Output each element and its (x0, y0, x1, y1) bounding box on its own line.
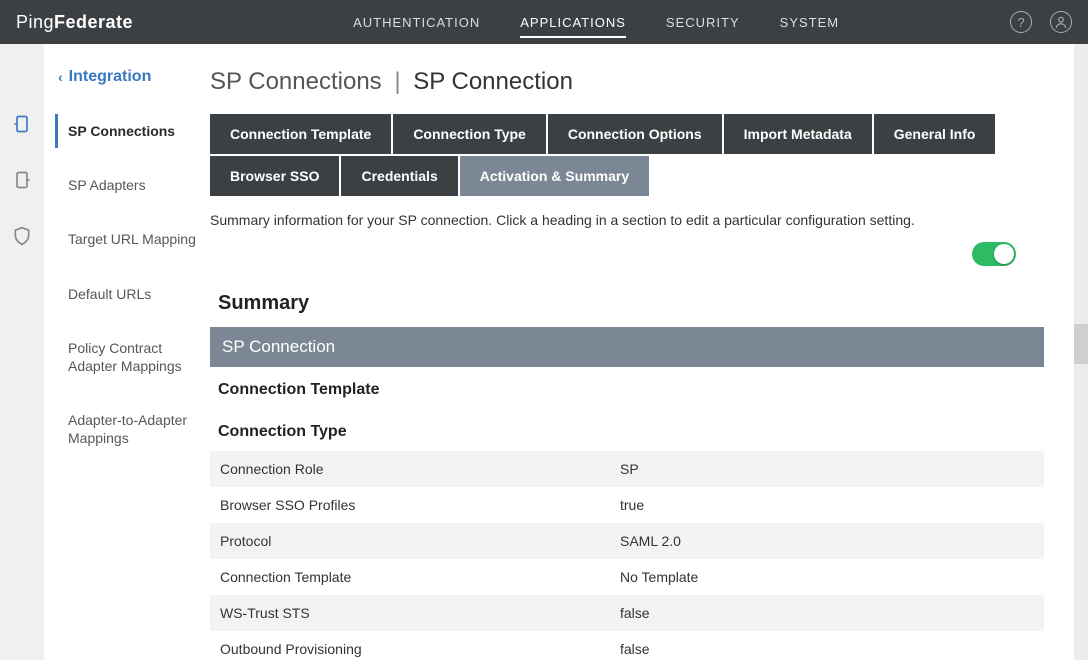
breadcrumb-parent: SP Connections (210, 68, 382, 95)
kv-key: Protocol (220, 533, 620, 549)
kv-key: Connection Template (220, 569, 620, 585)
topbar-icons: ? (1010, 11, 1072, 33)
user-avatar-icon[interactable] (1050, 11, 1072, 33)
tab-activation-summary[interactable]: Activation & Summary (460, 156, 649, 196)
sidebar: ‹ Integration SP Connections SP Adapters… (44, 44, 204, 660)
summary-band-sp-connection: SP Connection (210, 327, 1044, 367)
summary-heading: Summary (210, 280, 1044, 327)
brand-logo: PingFederate (16, 12, 133, 33)
summary-section-connection-template[interactable]: Connection Template (210, 367, 1044, 409)
kv-row-conn-template: Connection Template No Template (210, 559, 1044, 595)
sidebar-item-target-url-mapping[interactable]: Target URL Mapping (58, 222, 204, 256)
main: ‹ Integration SP Connections SP Adapters… (0, 44, 1088, 660)
nav-security[interactable]: SECURITY (646, 0, 760, 44)
kv-value: false (620, 641, 1034, 657)
summary-section-connection-type[interactable]: Connection Type (210, 409, 1044, 451)
kv-row-connection-role: Connection Role SP (210, 451, 1044, 487)
kv-value: true (620, 497, 1034, 513)
nav-system[interactable]: SYSTEM (760, 0, 859, 44)
kv-row-outbound-provisioning: Outbound Provisioning false (210, 631, 1044, 660)
chevron-left-icon: ‹ (58, 69, 63, 85)
tab-connection-template[interactable]: Connection Template (210, 114, 391, 154)
rail-adapters-icon[interactable] (12, 170, 32, 190)
kv-row-protocol: Protocol SAML 2.0 (210, 523, 1044, 559)
rail-sp-connections-icon[interactable] (12, 114, 32, 134)
brand-suffix: Federate (54, 12, 133, 32)
sidebar-item-default-urls[interactable]: Default URLs (58, 277, 204, 311)
tab-connection-options[interactable]: Connection Options (548, 114, 722, 154)
brand-prefix: Ping (16, 12, 54, 32)
kv-row-browser-sso-profiles: Browser SSO Profiles true (210, 487, 1044, 523)
rail-shield-icon[interactable] (12, 226, 32, 246)
kv-value: false (620, 605, 1034, 621)
tab-general-info[interactable]: General Info (874, 114, 996, 154)
sidebar-item-sp-adapters[interactable]: SP Adapters (58, 168, 204, 202)
tab-connection-type[interactable]: Connection Type (393, 114, 546, 154)
activation-toggle[interactable] (972, 242, 1016, 266)
tab-browser-sso[interactable]: Browser SSO (210, 156, 339, 196)
page-title: SP Connections | SP Connection (210, 68, 1044, 96)
scrollbar-track[interactable] (1074, 44, 1088, 660)
kv-value: No Template (620, 569, 1034, 585)
topbar: PingFederate AUTHENTICATION APPLICATIONS… (0, 0, 1088, 44)
tab-import-metadata[interactable]: Import Metadata (724, 114, 872, 154)
kv-value: SAML 2.0 (620, 533, 1034, 549)
kv-row-ws-trust: WS-Trust STS false (210, 595, 1044, 631)
back-label: Integration (69, 68, 152, 86)
breadcrumb-separator: | (388, 68, 406, 95)
sidebar-item-adapter-to-adapter[interactable]: Adapter-to-Adapter Mappings (58, 403, 204, 455)
kv-key: Browser SSO Profiles (220, 497, 620, 513)
tab-description: Summary information for your SP connecti… (210, 212, 1044, 228)
help-icon[interactable]: ? (1010, 11, 1032, 33)
topnav: AUTHENTICATION APPLICATIONS SECURITY SYS… (333, 0, 859, 44)
back-integration-link[interactable]: ‹ Integration (58, 68, 204, 86)
tab-credentials[interactable]: Credentials (341, 156, 457, 196)
nav-applications[interactable]: APPLICATIONS (500, 0, 646, 44)
scrollbar-thumb[interactable] (1074, 324, 1088, 364)
kv-key: Outbound Provisioning (220, 641, 620, 657)
kv-value: SP (620, 461, 1034, 477)
wizard-tabs: Connection Template Connection Type Conn… (210, 114, 1044, 196)
nav-authentication[interactable]: AUTHENTICATION (333, 0, 500, 44)
kv-key: WS-Trust STS (220, 605, 620, 621)
sidebar-item-sp-connections[interactable]: SP Connections (55, 114, 204, 148)
activation-toggle-row (210, 238, 1044, 280)
content-area: SP Connections | SP Connection Connectio… (204, 44, 1074, 660)
left-rail (0, 44, 44, 660)
sidebar-item-policy-contract[interactable]: Policy Contract Adapter Mappings (58, 331, 204, 383)
breadcrumb-current: SP Connection (413, 68, 573, 95)
kv-key: Connection Role (220, 461, 620, 477)
